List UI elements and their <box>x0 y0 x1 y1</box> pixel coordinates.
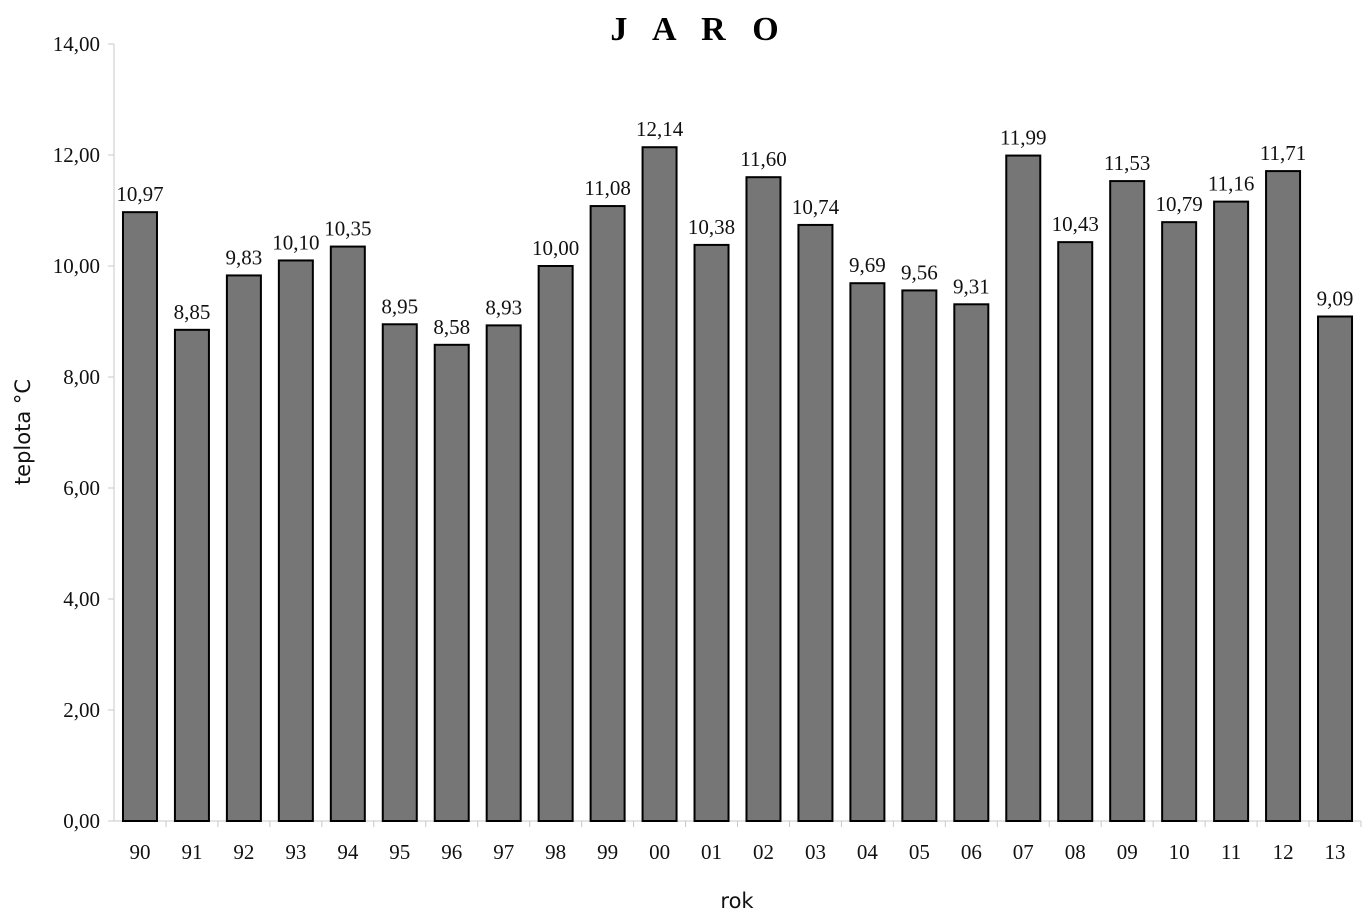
y-tick-label: 8,00 <box>63 365 100 389</box>
x-axis-title: rok <box>720 889 754 911</box>
data-label: 8,93 <box>485 295 522 319</box>
data-label: 11,60 <box>740 147 786 171</box>
bar-04 <box>849 282 886 822</box>
bar-90 <box>121 211 158 823</box>
x-tick-label: 94 <box>337 840 359 864</box>
bar-07 <box>1005 154 1042 822</box>
bar-03 <box>797 223 834 822</box>
bar-13 <box>1317 315 1354 822</box>
data-label: 10,10 <box>272 230 319 254</box>
x-tick-label: 00 <box>649 840 670 864</box>
y-tick-label: 12,00 <box>53 143 100 167</box>
data-label: 10,43 <box>1052 212 1099 236</box>
bar-93 <box>277 259 314 822</box>
x-tick-label: 07 <box>1013 840 1034 864</box>
x-tick-label: 11 <box>1221 840 1241 864</box>
data-label: 8,58 <box>433 315 470 339</box>
data-label: 8,95 <box>381 294 418 318</box>
bar-00 <box>641 146 678 823</box>
bar-98 <box>537 265 574 822</box>
x-tick-label: 98 <box>545 840 566 864</box>
y-tick-label: 10,00 <box>53 254 100 278</box>
bar-02 <box>745 176 782 822</box>
x-tick-label: 06 <box>961 840 982 864</box>
x-tick-label: 99 <box>597 840 618 864</box>
x-tick-label: 01 <box>701 840 722 864</box>
y-tick-label: 2,00 <box>63 698 100 722</box>
bar-06 <box>953 303 990 823</box>
data-label: 9,69 <box>849 253 886 277</box>
x-tick-label: 97 <box>493 840 514 864</box>
chart-title: J A R O <box>610 11 787 48</box>
y-tick-label: 14,00 <box>53 32 100 56</box>
x-tick-label: 04 <box>857 840 879 864</box>
bar-94 <box>329 245 366 822</box>
y-axis-title: teplota °C <box>11 379 35 485</box>
x-axis: 90 91 92 93 94 95 96 97 98 99 00 01 02 03 04 05 06 07 08 09… <box>114 820 1362 864</box>
data-label: 11,53 <box>1104 151 1150 175</box>
x-tick-label: 90 <box>129 840 150 864</box>
data-label: 9,56 <box>901 260 938 284</box>
y-tick-label: 6,00 <box>63 476 100 500</box>
bar-05 <box>901 289 938 823</box>
x-tick-label: 96 <box>441 840 462 864</box>
x-tick-label: 91 <box>181 840 202 864</box>
x-tick-label: 93 <box>285 840 306 864</box>
x-tick-label: 09 <box>1117 840 1138 864</box>
bar-01 <box>693 243 730 823</box>
data-label: 11,99 <box>1000 126 1046 150</box>
bar-95 <box>381 323 418 822</box>
bar-96 <box>433 343 470 822</box>
bar-10 <box>1161 221 1198 822</box>
x-tick-label: 92 <box>233 840 254 864</box>
data-label: 9,09 <box>1317 287 1354 311</box>
x-tick-label: 08 <box>1065 840 1086 864</box>
y-tick-group: 0,00 2,00 4,00 6,00 8,00 10,00 12,00 14,00 <box>53 32 114 833</box>
data-label: 8,85 <box>174 300 211 324</box>
data-label: 10,35 <box>324 217 371 241</box>
data-label: 9,31 <box>953 274 990 298</box>
bar-12 <box>1265 170 1302 823</box>
x-tick-label: 12 <box>1273 840 1294 864</box>
bar-97 <box>485 324 522 822</box>
bar-91 <box>173 328 210 822</box>
x-tick-label: 13 <box>1325 840 1346 864</box>
x-tick-label: 10 <box>1169 840 1190 864</box>
bar-92 <box>225 274 262 822</box>
y-tick-label: 0,00 <box>63 809 100 833</box>
data-label: 10,97 <box>116 182 163 206</box>
y-axis: 0,00 2,00 4,00 6,00 8,00 10,00 12,00 14,00 <box>53 32 115 833</box>
x-tick-label: 95 <box>389 840 410 864</box>
bar-99 <box>589 205 626 822</box>
x-tick-label: 05 <box>909 840 930 864</box>
data-label: 10,79 <box>1156 192 1203 216</box>
data-label: 11,71 <box>1260 141 1306 165</box>
x-tick-label: 03 <box>805 840 826 864</box>
data-label: 9,83 <box>226 245 263 269</box>
data-label: 10,74 <box>792 195 840 219</box>
x-tick-label: 02 <box>753 840 774 864</box>
bar-11 <box>1213 200 1250 822</box>
data-label: 10,00 <box>532 236 579 260</box>
data-label: 10,38 <box>688 215 735 239</box>
y-tick-label: 4,00 <box>63 587 100 611</box>
bar-09 <box>1109 180 1146 822</box>
x-tick-group: 90 91 92 93 94 95 96 97 98 99 00 01 02 03 04 05 06 07 08 09… <box>129 821 1362 864</box>
data-label: 11,16 <box>1208 172 1254 196</box>
bar-series <box>121 146 1354 823</box>
data-label: 12,14 <box>636 117 684 141</box>
bar-08 <box>1057 241 1094 822</box>
data-label: 11,08 <box>584 176 630 200</box>
